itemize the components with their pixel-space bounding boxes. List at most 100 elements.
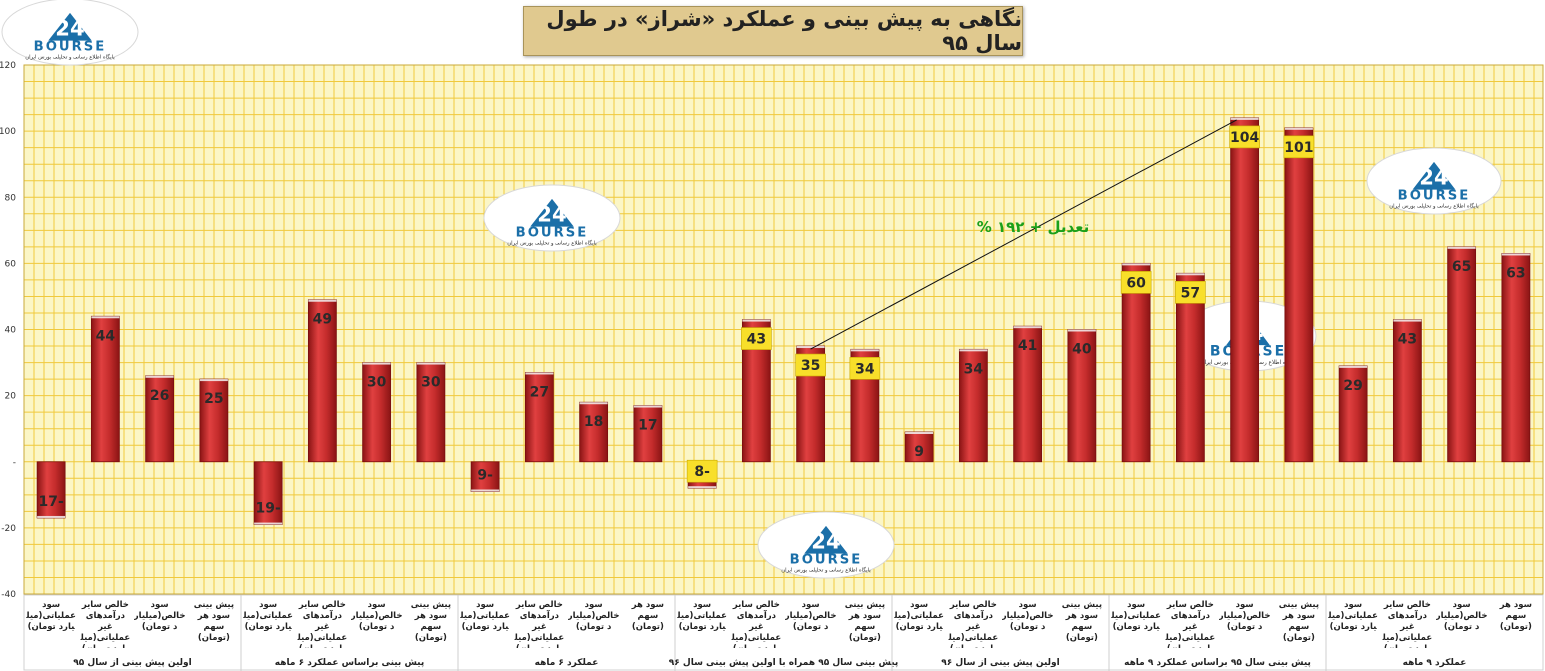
bar xyxy=(253,461,283,525)
category-label-box: پیش بینی سود هر سهم (تومان) xyxy=(1279,600,1319,643)
data-label: 57 xyxy=(1181,285,1200,301)
bar-cap xyxy=(199,379,228,382)
category-label: سود عملیاتی(میلیارد تومان) xyxy=(460,600,510,632)
bar xyxy=(1501,253,1531,463)
bar-cap xyxy=(416,362,445,365)
category-label-box: سود عملیاتی(میلیارد تومان) xyxy=(677,600,727,632)
logo-word: BOURSE xyxy=(790,552,863,567)
category-label-box: سود عملیاتی(میلیارد تومان) xyxy=(894,600,944,632)
bar xyxy=(579,401,609,463)
logo-tagline: پایگاه اطلاع رسانی و تحلیلی بورس ایران xyxy=(1389,202,1479,209)
annotation-text: تعدیل + ۱۹۲ % xyxy=(977,218,1090,236)
logo-tagline: پایگاه اطلاع رسانی و تحلیلی بورس ایران xyxy=(507,239,597,246)
bar-cap xyxy=(579,402,608,405)
y-tick-label: -40 xyxy=(1,590,16,600)
y-tick-label: 40 xyxy=(5,326,17,336)
bar-cap xyxy=(742,319,771,322)
bar xyxy=(145,375,175,463)
category-label-box: پیش بینی سود هر سهم (تومان) xyxy=(193,600,235,643)
logo-tagline: پایگاه اطلاع رسانی و تحلیلی بورس ایران xyxy=(781,566,871,573)
category-label-box: پیش بینی سود هر سهم (تومان) xyxy=(1062,600,1102,643)
bar xyxy=(416,362,446,463)
category-label-box: سود خالص(میلیارد تومان) xyxy=(1219,600,1271,632)
category-label-box: سود خالص(میلیارد تومان) xyxy=(134,600,186,632)
bar xyxy=(1121,262,1151,463)
category-label-box: سود خالص(میلیارد تومان) xyxy=(784,600,837,632)
bar-cap xyxy=(1501,253,1530,256)
category-label: سود عملیاتی(میلیارد تومان) xyxy=(243,600,293,632)
bar-cap xyxy=(850,349,879,352)
group-label: اولین پیش بینی از سال ۹۵ xyxy=(73,658,191,668)
plot-border xyxy=(23,64,1544,595)
triangle-icon xyxy=(48,12,92,41)
category-label-box: سود عملیاتی(میلیارد تومان) xyxy=(1328,600,1378,632)
data-label-box xyxy=(795,353,826,377)
bar-cap xyxy=(1393,319,1422,322)
bar-cap xyxy=(1447,246,1476,249)
category-label-box: سود خالص(میلیارد تومان) xyxy=(1001,600,1054,632)
data-label-box xyxy=(1120,271,1152,294)
bar-cap xyxy=(1230,117,1259,120)
bar xyxy=(1338,365,1368,463)
category-label-box: سود عملیاتی(میلیارد تومان) xyxy=(460,600,510,632)
category-label-box: خالص سایر درآمدهای غیر عملیاتی(میلیارد ت… xyxy=(732,600,782,648)
bar-cap xyxy=(362,362,391,365)
data-label: 27 xyxy=(530,384,549,400)
bar-cap xyxy=(633,405,662,408)
bar-cap xyxy=(1122,263,1151,266)
logo-tagline: پایگاه اطلاع رسانی و تحلیلی بورس ایران xyxy=(25,53,115,60)
data-label: 104 xyxy=(1230,130,1259,146)
logo-digits: 24 xyxy=(537,202,566,227)
triangle-icon xyxy=(804,525,848,554)
category-label: سود هر سهم (تومان) xyxy=(1499,600,1532,632)
category-label: سود خالص(میلیارد تومان) xyxy=(1001,600,1054,632)
bar xyxy=(1175,272,1205,463)
bar xyxy=(524,372,554,463)
data-label: 19- xyxy=(255,501,280,517)
category-label: سود عملیاتی(میلیارد تومان) xyxy=(26,600,76,632)
category-label: سود خالص(میلیارد تومان) xyxy=(784,600,837,632)
bar xyxy=(1447,246,1477,463)
data-label: 29 xyxy=(1343,378,1362,394)
annotation-line xyxy=(810,119,1237,350)
data-label: 34 xyxy=(964,361,984,377)
category-label-box: خالص سایر درآمدهای غیر عملیاتی(میلیارد ت… xyxy=(1383,600,1433,648)
triangle-icon xyxy=(530,198,574,227)
bar xyxy=(1013,325,1043,463)
group-label: پیش بینی سال ۹۵ براساس عملکرد ۹ ماهه xyxy=(1124,658,1311,668)
data-label: 43 xyxy=(747,332,766,348)
category-label: خالص سایر درآمدهای غیر عملیاتی(میلیارد ت… xyxy=(80,600,131,648)
category-label: خالص سایر درآمدهای غیر عملیاتی(میلیارد ت… xyxy=(297,600,348,648)
bar xyxy=(307,299,337,463)
group-label: عملکرد ۹ ماهه xyxy=(1403,658,1467,668)
category-label: خالص سایر درآمدهای غیر عملیاتی(میلیارد ت… xyxy=(514,600,565,648)
bar xyxy=(90,315,120,463)
category-label-box: خالص سایر درآمدهای غیر عملیاتی(میلیارد ت… xyxy=(948,600,999,648)
bar-cap xyxy=(1067,329,1096,332)
data-label-box xyxy=(741,327,772,350)
category-label: سود خالص(میلیارد تومان) xyxy=(350,600,403,632)
category-label: سود خالص(میلیارد تومان) xyxy=(567,600,620,632)
category-label: سود عملیاتی(میلیارد تومان) xyxy=(677,600,727,632)
bar-cap xyxy=(254,522,283,525)
bar-cap xyxy=(905,431,934,434)
bar-cap xyxy=(145,375,174,378)
bar xyxy=(1067,329,1097,463)
data-label: 65 xyxy=(1452,259,1471,275)
chart-title: نگاهی به پیش بینی و عملکرد «شراز» در طول… xyxy=(546,7,1022,55)
category-label: خالص سایر درآمدهای غیر عملیاتی(میلیارد ت… xyxy=(948,600,999,648)
y-tick-label: - xyxy=(13,458,16,468)
category-label: سود خالص(میلیارد تومان) xyxy=(1435,600,1488,632)
data-label: 26 xyxy=(150,388,169,404)
chart-title-box: نگاهی به پیش بینی و عملکرد «شراز» در طول… xyxy=(523,6,1023,56)
category-label: خالص سایر درآمدهای غیر عملیاتی(میلیارد ت… xyxy=(1165,600,1216,648)
bar xyxy=(199,378,229,463)
y-tick-label: -20 xyxy=(1,524,16,534)
bar-cap xyxy=(796,346,825,349)
data-label-box xyxy=(1175,280,1206,304)
data-label: 49 xyxy=(313,312,332,328)
category-label: پیش بینی سود هر سهم (تومان) xyxy=(193,600,235,643)
